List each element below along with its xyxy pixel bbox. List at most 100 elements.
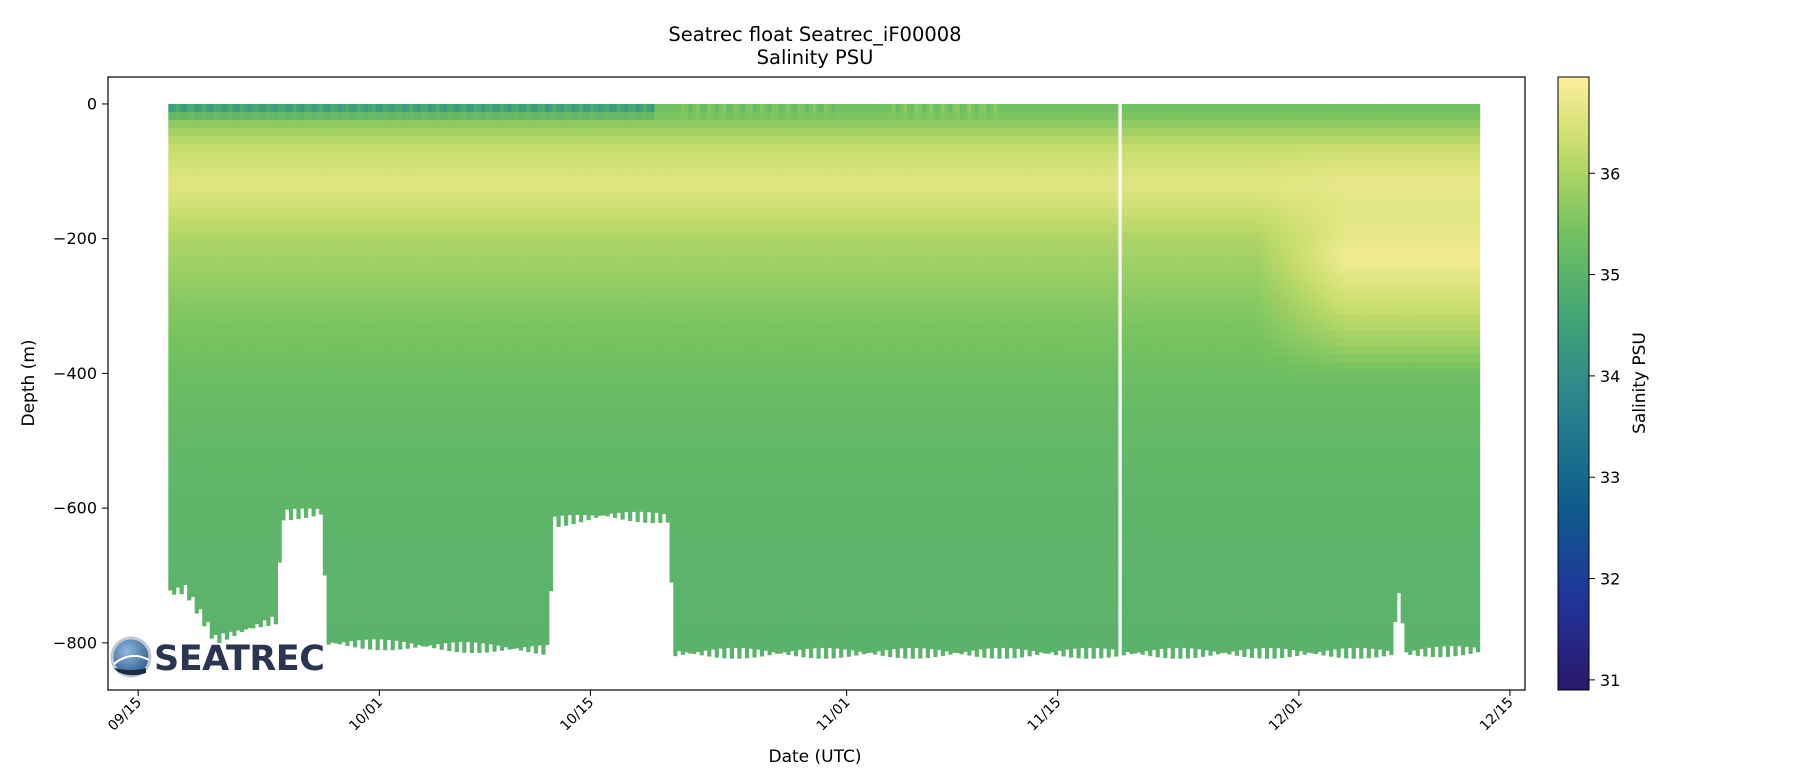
- salinity-cell: [364, 443, 368, 451]
- salinity-cell: [334, 500, 338, 508]
- salinity-cell: [206, 185, 210, 193]
- salinity-cell: [379, 363, 383, 371]
- salinity-cell: [345, 104, 349, 112]
- salinity-cell: [451, 314, 455, 322]
- salinity-cell: [168, 476, 172, 484]
- salinity-cell: [217, 508, 221, 516]
- salinity-cell: [285, 290, 289, 298]
- salinity-cell: [195, 492, 199, 500]
- salinity-cell: [202, 403, 206, 411]
- salinity-cell: [327, 443, 331, 451]
- salinity-cell: [293, 419, 297, 427]
- salinity-cell: [176, 225, 180, 233]
- salinity-cell: [225, 241, 229, 249]
- salinity-cell: [428, 468, 432, 476]
- salinity-cell: [247, 613, 251, 621]
- salinity-cell: [398, 484, 402, 492]
- salinity-cell: [455, 492, 459, 500]
- salinity-cell: [402, 443, 406, 451]
- salinity-cell: [293, 152, 297, 160]
- salinity-cell: [330, 330, 334, 338]
- salinity-cell: [281, 419, 285, 427]
- salinity-cell: [428, 306, 432, 314]
- salinity-cell: [455, 411, 459, 419]
- salinity-cell: [300, 371, 304, 379]
- salinity-cell: [315, 363, 319, 371]
- salinity-cell: [221, 516, 225, 524]
- salinity-cell: [428, 387, 432, 395]
- salinity-cell: [353, 112, 357, 120]
- salinity-cell: [349, 249, 353, 257]
- salinity-cell: [259, 298, 263, 306]
- salinity-cell: [266, 492, 270, 500]
- salinity-cell: [259, 112, 263, 120]
- salinity-cell: [394, 128, 398, 136]
- salinity-cell: [376, 112, 380, 120]
- salinity-cell: [432, 298, 436, 306]
- salinity-cell: [387, 395, 391, 403]
- salinity-cell: [402, 185, 406, 193]
- salinity-cell: [440, 565, 444, 573]
- profile-column: [285, 104, 289, 510]
- salinity-cell: [217, 338, 221, 346]
- salinity-cell: [251, 540, 255, 548]
- salinity-cell: [198, 363, 202, 371]
- salinity-cell: [458, 112, 462, 120]
- salinity-cell: [217, 128, 221, 136]
- salinity-cell: [455, 298, 459, 306]
- salinity-cell: [349, 136, 353, 144]
- salinity-cell: [447, 225, 451, 233]
- salinity-cell: [345, 581, 349, 589]
- salinity-cell: [443, 298, 447, 306]
- salinity-cell: [251, 306, 255, 314]
- salinity-cell: [172, 225, 176, 233]
- salinity-cell: [379, 136, 383, 144]
- salinity-cell: [274, 532, 278, 540]
- salinity-cell: [349, 508, 353, 516]
- salinity-cell: [327, 314, 331, 322]
- salinity-cell: [413, 637, 417, 645]
- salinity-cell: [364, 136, 368, 144]
- salinity-cell: [376, 379, 380, 387]
- salinity-cell: [281, 435, 285, 443]
- salinity-cell: [206, 209, 210, 217]
- salinity-cell: [436, 249, 440, 257]
- salinity-cell: [349, 322, 353, 330]
- salinity-cell: [278, 330, 282, 338]
- salinity-cell: [334, 322, 338, 330]
- salinity-cell: [172, 128, 176, 136]
- salinity-cell: [436, 330, 440, 338]
- salinity-cell: [451, 419, 455, 427]
- salinity-cell: [263, 355, 267, 363]
- salinity-cell: [195, 217, 199, 225]
- salinity-cell: [409, 460, 413, 468]
- salinity-cell: [436, 629, 440, 637]
- salinity-cell: [210, 152, 214, 160]
- salinity-cell: [334, 298, 338, 306]
- salinity-cell: [432, 411, 436, 419]
- salinity-cell: [436, 346, 440, 354]
- salinity-cell: [447, 500, 451, 508]
- salinity-cell: [293, 185, 297, 193]
- salinity-cell: [387, 403, 391, 411]
- salinity-cell: [391, 646, 395, 651]
- salinity-cell: [443, 621, 447, 629]
- salinity-cell: [342, 161, 346, 169]
- salinity-cell: [402, 112, 406, 120]
- salinity-cell: [379, 629, 383, 637]
- salinity-cell: [338, 605, 342, 613]
- salinity-cell: [168, 144, 172, 152]
- salinity-cell: [376, 225, 380, 233]
- salinity-cell: [364, 532, 368, 540]
- salinity-cell: [225, 128, 229, 136]
- salinity-cell: [255, 532, 259, 540]
- salinity-cell: [312, 258, 316, 266]
- salinity-cell: [221, 128, 225, 136]
- salinity-cell: [187, 193, 191, 201]
- salinity-cell: [247, 290, 251, 298]
- salinity-cell: [391, 443, 395, 451]
- salinity-cell: [436, 419, 440, 427]
- salinity-cell: [428, 338, 432, 346]
- salinity-cell: [191, 443, 195, 451]
- salinity-cell: [183, 460, 187, 468]
